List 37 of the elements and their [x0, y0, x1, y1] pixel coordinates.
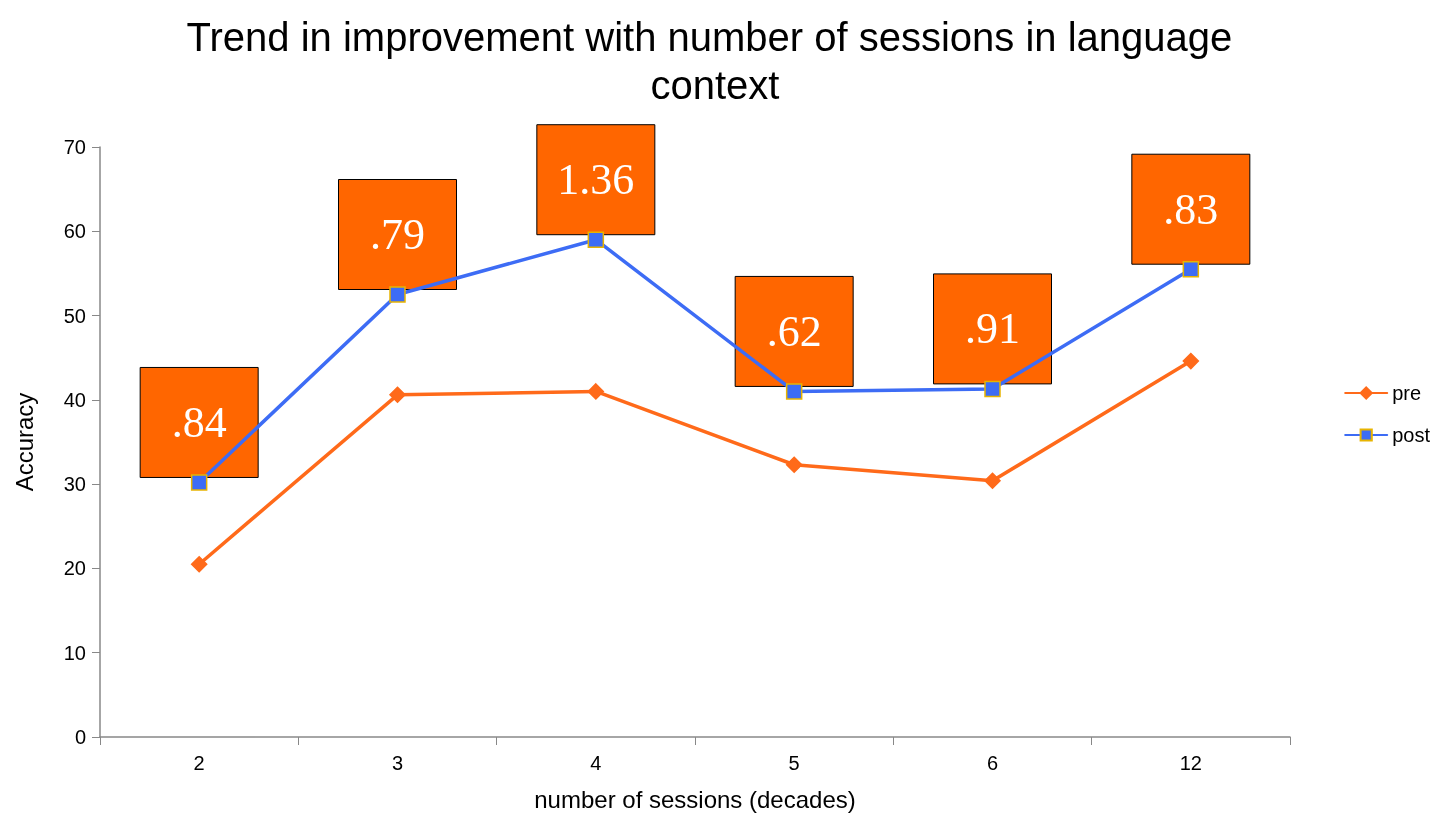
y-tick-label: 0 [74, 726, 86, 748]
chart-title: Trend in improvement with number of sessions in language context [186, 15, 1244, 107]
x-tick-label: 2 [193, 752, 205, 774]
legend-label: pre [1392, 382, 1422, 404]
point [389, 286, 406, 303]
point [785, 383, 803, 400]
point [587, 231, 605, 248]
y-tick-label: 20 [63, 557, 86, 580]
y-tick-label: 70 [63, 136, 86, 158]
point [984, 380, 1001, 398]
x-tick-label: 6 [986, 752, 999, 774]
x-tick-label: 4 [590, 752, 602, 774]
annotation: 1.36 [557, 155, 635, 205]
y-tick-label: 10 [63, 641, 86, 664]
legend-label: post [1392, 424, 1431, 446]
annotation: .91 [965, 304, 1020, 354]
point [389, 386, 406, 404]
point [1182, 352, 1200, 370]
y-tick-label: 30 [63, 473, 86, 496]
point [587, 383, 605, 400]
point [190, 474, 208, 491]
point [1182, 260, 1200, 278]
x-tick-label: 5 [788, 752, 800, 774]
x-tick-label: 12 [1179, 752, 1202, 774]
annotation: .84 [171, 397, 227, 447]
y-tick-label: 40 [63, 388, 86, 411]
annotation: .62 [766, 306, 822, 356]
annotation: .79 [370, 210, 425, 259]
annotation: .83 [1163, 184, 1219, 234]
x-tick-label: 3 [391, 752, 404, 774]
point [785, 456, 803, 474]
y-axis-title: Accuracy [10, 392, 38, 492]
y-tick-label: 50 [63, 304, 86, 327]
x-axis-title: number of sessions (decades) [534, 785, 856, 813]
point [190, 555, 208, 573]
point [984, 472, 1001, 490]
y-tick-label: 60 [63, 220, 86, 243]
